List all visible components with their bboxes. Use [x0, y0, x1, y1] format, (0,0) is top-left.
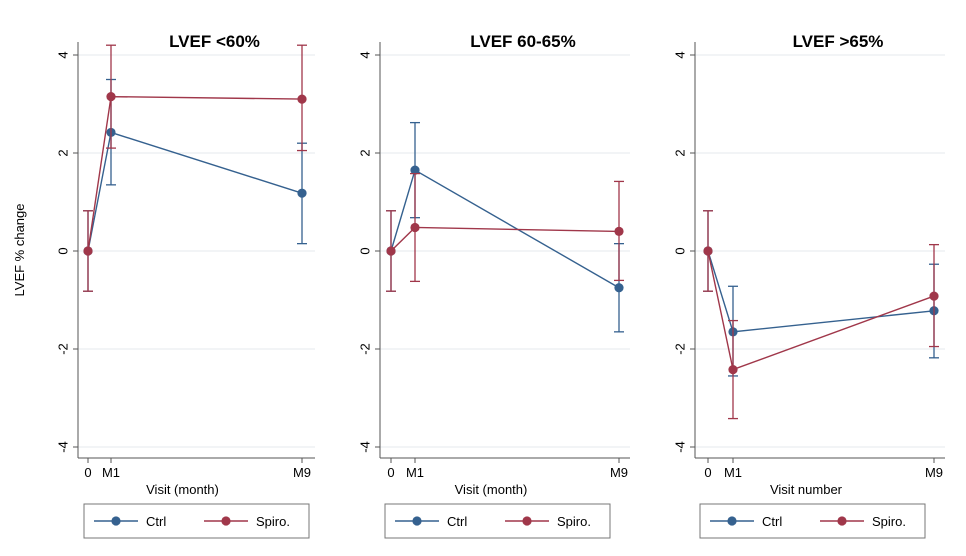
legend-marker-spiro	[522, 516, 532, 526]
legend-label-spiro: Spiro.	[872, 514, 906, 529]
legend-label-spiro: Spiro.	[256, 514, 290, 529]
data-point	[410, 165, 420, 175]
legend-marker-ctrl	[412, 516, 422, 526]
series-spiro	[386, 172, 624, 292]
legend-marker-ctrl	[111, 516, 121, 526]
y-tick-label: -4	[55, 441, 70, 453]
data-point	[614, 283, 624, 293]
data-point	[929, 291, 939, 301]
y-tick-label: 0	[672, 247, 687, 254]
series-spiro	[703, 210, 939, 420]
panel-2: -4 -2 0 2 4 0 M1 M9 LVEF 60-65% Visit (month) Ctrl…	[357, 32, 630, 539]
y-tick-label: -2	[55, 343, 70, 355]
y-tick-label: -4	[357, 441, 372, 453]
legend-label-ctrl: Ctrl	[447, 514, 467, 529]
x-tick-label: M9	[293, 465, 311, 480]
legend-label-spiro: Spiro.	[557, 514, 591, 529]
data-point	[297, 94, 307, 104]
y-tick-label: 0	[55, 247, 70, 254]
data-point	[728, 364, 738, 375]
data-point	[83, 246, 93, 256]
x-tick-label: M9	[610, 465, 628, 480]
y-tick-label: 2	[357, 149, 372, 156]
panel-1: -4 -2 0 2 4 0 M1 M9 LVEF <60% Visit (month) LVEF %…	[12, 32, 315, 539]
legend-label-ctrl: Ctrl	[146, 514, 166, 529]
panel-title: LVEF >65%	[793, 32, 884, 51]
legend-marker-spiro	[837, 516, 847, 526]
y-tick-label: -2	[672, 343, 687, 355]
x-tick-label: M1	[724, 465, 742, 480]
x-tick-label: M1	[102, 465, 120, 480]
data-point	[386, 246, 396, 256]
legend: Ctrl Spiro.	[699, 503, 926, 539]
plot-area	[78, 42, 315, 458]
x-tick-label: 0	[387, 465, 394, 480]
data-point	[297, 188, 307, 198]
legend-label-ctrl: Ctrl	[762, 514, 782, 529]
data-point	[614, 226, 624, 236]
x-tick-label: 0	[704, 465, 711, 480]
x-tick-label: M9	[925, 465, 943, 480]
data-point	[703, 246, 713, 256]
y-tick-label: 4	[357, 51, 372, 58]
y-tick-label: -4	[672, 441, 687, 453]
legend-marker-spiro	[221, 516, 231, 526]
x-axis-label: Visit (month)	[455, 482, 528, 497]
legend: Ctrl Spiro.	[384, 503, 611, 539]
data-point	[106, 92, 116, 102]
y-axis-label: LVEF % change	[12, 204, 27, 297]
panel-3: -4 -2 0 2 4 0 M1 M9 LVEF >65% Visit number Ctrl Spi…	[672, 32, 945, 539]
panel-title: LVEF 60-65%	[470, 32, 576, 51]
x-tick-label: 0	[84, 465, 91, 480]
x-axis-label: Visit number	[770, 482, 843, 497]
plot-area	[380, 42, 630, 458]
data-point	[410, 222, 420, 233]
legend: Ctrl Spiro.	[83, 503, 310, 539]
y-tick-label: 4	[55, 51, 70, 58]
panel-title: LVEF <60%	[169, 32, 260, 51]
legend-marker-ctrl	[727, 516, 737, 526]
y-tick-label: 2	[55, 149, 70, 156]
series-spiro	[83, 44, 307, 292]
y-tick-label: 2	[672, 149, 687, 156]
y-tick-label: -2	[357, 343, 372, 355]
x-tick-label: M1	[406, 465, 424, 480]
y-tick-label: 0	[357, 247, 372, 254]
x-axis-label: Visit (month)	[146, 482, 219, 497]
y-tick-label: 4	[672, 51, 687, 58]
plot-area	[695, 42, 945, 458]
